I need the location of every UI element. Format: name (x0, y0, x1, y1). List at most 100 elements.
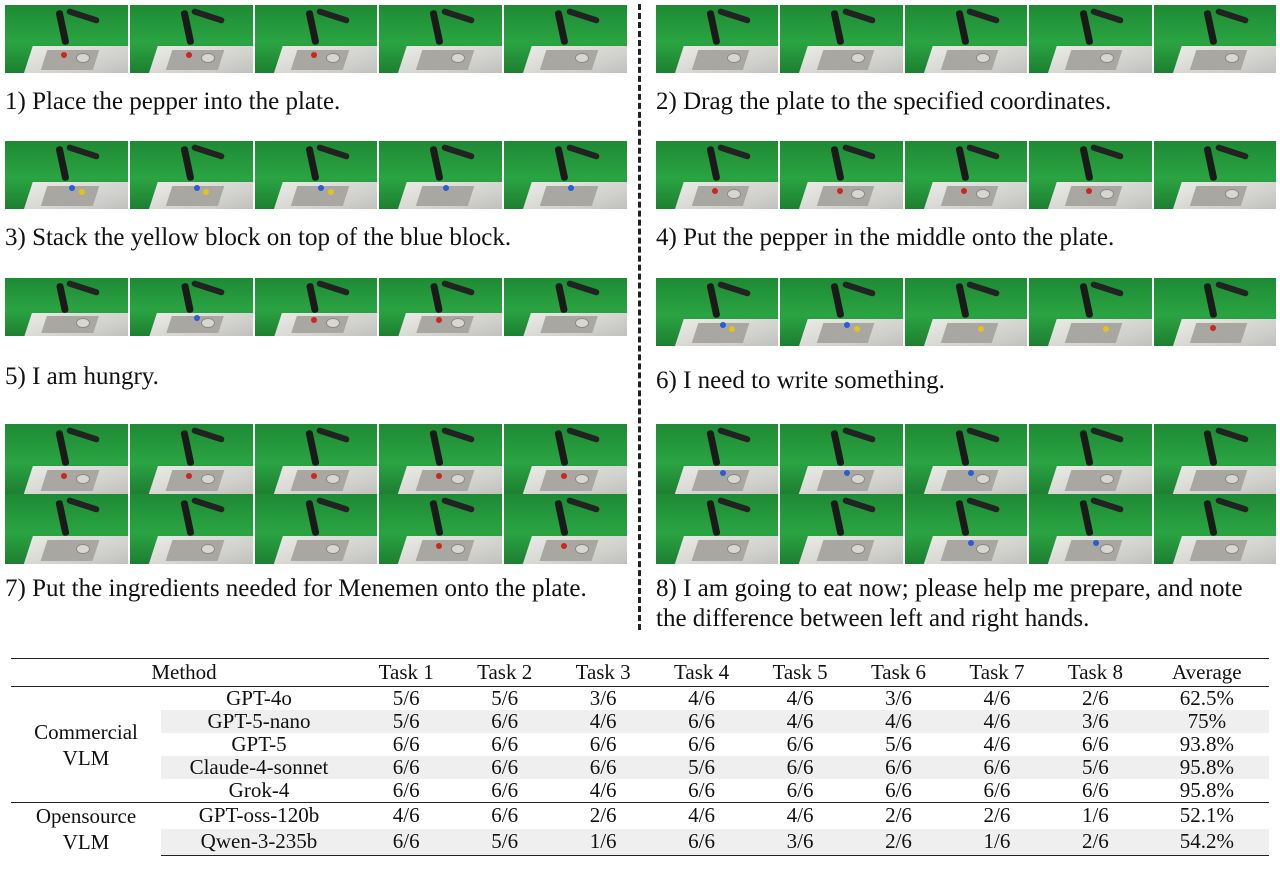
table-cell: 6/6 (357, 756, 456, 779)
table-cell: 2/6 (1081, 686, 1109, 710)
task-5-caption: 5) I am hungry. (5, 363, 159, 390)
table-cell: 4/6 (983, 732, 1011, 756)
table-cell: 5/6 (455, 828, 554, 856)
video-frame (1153, 424, 1277, 494)
table-cell: 6/6 (849, 756, 948, 779)
video-frame (1153, 5, 1277, 73)
video-frame (1029, 5, 1154, 73)
video-frame (129, 278, 255, 336)
task-3-caption: 3) Stack the yellow block on top of the … (5, 224, 512, 251)
table-cell: 4/6 (652, 801, 751, 829)
table-cell: 5/6 (1046, 756, 1145, 779)
video-frame (780, 494, 905, 564)
video-frame (1029, 278, 1154, 346)
table-cell: 6/6 (688, 778, 715, 802)
average-cell: 62.5% (1179, 686, 1234, 710)
table-cell: 5/6 (652, 756, 751, 779)
video-frame (504, 494, 627, 564)
video-frame (656, 141, 781, 209)
video-frame (504, 424, 627, 494)
table-cell: 6/6 (392, 732, 420, 756)
table-cell: 3/6 (750, 828, 850, 856)
average-cell: 75% (1144, 710, 1269, 733)
model-name: Grok-4 (228, 778, 290, 802)
table-cell: 6/6 (947, 756, 1047, 779)
table-cell: 2/6 (947, 801, 1047, 829)
table-cell: 5/6 (491, 686, 519, 710)
video-frame (656, 494, 781, 564)
video-frame (904, 424, 1030, 494)
model-name: GPT-4o (226, 686, 292, 710)
task-5-frames (5, 278, 627, 336)
video-frame (1029, 424, 1154, 494)
video-frame (1153, 278, 1277, 346)
task-8-frames (656, 424, 1277, 564)
table-cell: 6/6 (885, 778, 912, 802)
table-cell: 6/6 (455, 710, 554, 733)
table-cell: 4/6 (750, 710, 850, 733)
video-frame (780, 5, 905, 73)
task-3-frames (5, 141, 627, 209)
header-task-8: Task 8 (1046, 658, 1145, 687)
table-cell: 6/6 (1081, 732, 1109, 756)
header-row: Method Task 1 Task 2 Task 3 Task 4 Task … (11, 658, 1269, 687)
table-cell: 2/6 (553, 801, 653, 829)
table-cell: 4/6 (750, 801, 850, 829)
table-cell: 5/6 (392, 686, 420, 710)
table-cell: 2/6 (849, 828, 948, 856)
video-frame (379, 278, 505, 336)
video-frame (504, 141, 627, 209)
video-frame (5, 494, 130, 564)
video-frame (1029, 494, 1154, 564)
table-cell: 4/6 (786, 686, 814, 710)
header-average: Average (1144, 658, 1269, 687)
task-4-caption: 4) Put the pepper in the middle onto the… (656, 224, 1115, 251)
header-task-4: Task 4 (652, 658, 751, 687)
video-frame (780, 424, 905, 494)
average-cell: 95.8% (1179, 778, 1234, 802)
average-cell: 93.8% (1179, 732, 1234, 756)
video-frame (254, 424, 380, 494)
video-frame (254, 278, 380, 336)
video-frame (904, 494, 1030, 564)
video-frame (904, 141, 1030, 209)
table-cell: 4/6 (553, 710, 653, 733)
task-4-panel: 4) Put the pepper in the middle onto the… (656, 141, 1277, 253)
video-frame (1029, 141, 1154, 209)
table-cell: 5/6 (885, 732, 912, 756)
header-task-3: Task 3 (553, 658, 653, 687)
average-cell: 52.1% (1144, 801, 1269, 829)
table-row: GPT-5-nano 5/6 6/6 4/6 6/6 4/6 4/6 4/6 3… (11, 710, 1269, 733)
table-cell: 6/6 (392, 778, 420, 802)
average-cell: 95.8% (1144, 756, 1269, 779)
header-task-6: Task 6 (849, 658, 948, 687)
task-6-caption: 6) I need to write something. (656, 367, 945, 394)
table-row: Opensource VLM GPT-oss-120b 4/6 6/6 2/6 … (11, 801, 1269, 855)
model-name: GPT-5 (231, 732, 287, 756)
table-cell: 6/6 (491, 732, 519, 756)
table-cell: 3/6 (885, 686, 912, 710)
model-name: GPT-oss-120b (161, 801, 357, 829)
average-cell: 54.2% (1144, 828, 1269, 856)
table-cell: 6/6 (455, 756, 554, 779)
task-6-panel: 6) I need to write something. (656, 278, 1277, 396)
video-frame (254, 5, 380, 73)
table-row: Grok-4 6/6 6/6 4/6 6/6 6/6 6/6 6/6 6/6 9… (11, 779, 1269, 803)
video-frame (379, 424, 505, 494)
model-name: Claude-4-sonnet (161, 756, 357, 779)
table-cell: 3/6 (1046, 710, 1145, 733)
task-6-frames (656, 278, 1277, 346)
group-label-opensource: Opensource VLM (11, 802, 161, 855)
table-row: Claude-4-sonnet 6/6 6/6 6/6 5/6 6/6 6/6 … (11, 756, 1269, 779)
table-cell: 4/6 (947, 710, 1047, 733)
video-frame (780, 278, 905, 346)
table-cell: 6/6 (455, 801, 554, 829)
table-cell: 3/6 (589, 686, 617, 710)
video-frame (1153, 141, 1277, 209)
task-5-panel: 5) I am hungry. (5, 278, 627, 392)
video-frame (129, 494, 255, 564)
task-1-caption: 1) Place the pepper into the plate. (5, 88, 341, 115)
table-cell: 6/6 (357, 828, 456, 856)
video-frame (780, 141, 905, 209)
group-label-commercial: Commercial VLM (11, 686, 161, 803)
